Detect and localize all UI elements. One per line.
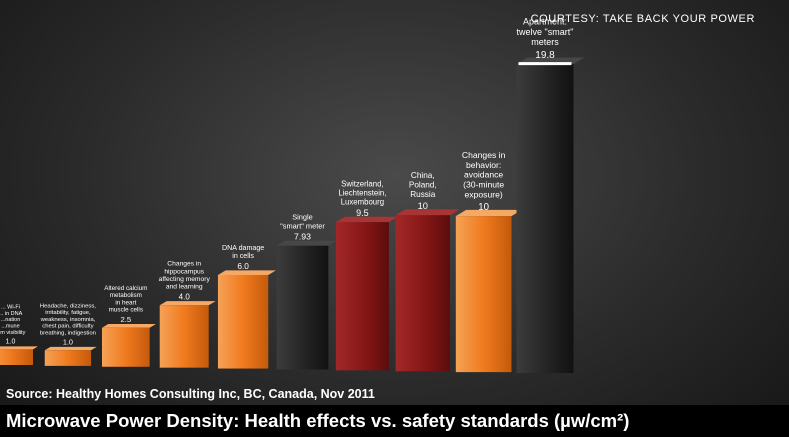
bar-cap-10: [518, 62, 572, 66]
bar-9: [455, 216, 512, 373]
value-label-8: 10: [418, 201, 428, 211]
value-label-10: 19.8: [535, 50, 555, 61]
value-label-7: 9.5: [356, 208, 369, 218]
bar-top-7: [335, 216, 398, 223]
bar-top-5: [217, 270, 276, 275]
bar-4: [159, 305, 209, 368]
bar-top-9: [455, 209, 522, 217]
bar-top-1: [0, 346, 38, 350]
value-label-9: 10: [478, 202, 489, 213]
category-label-5: DNA damage in cells: [222, 244, 264, 260]
bar-top-2: [44, 346, 97, 351]
value-label-3: 2.5: [120, 315, 131, 324]
bar-5: [217, 274, 269, 369]
bar-7: [335, 222, 389, 371]
title-bar: [0, 405, 789, 437]
bar-top-4: [159, 301, 216, 306]
bar-6: [276, 245, 329, 370]
source-note: Source: Healthy Homes Consulting Inc, BC…: [6, 387, 375, 401]
category-label-7: Switzerland, Liechtenstein, Luxembourg: [338, 179, 386, 206]
category-label-10: Apartment: twelve "smart" meters: [517, 16, 574, 47]
category-label-1: ... Wi-Fi... in DNA...nation...mune...m …: [0, 305, 26, 336]
value-label-2: 1.0: [63, 337, 73, 346]
value-label-4: 4.0: [179, 292, 191, 301]
category-label-3: Altered calcium metabolism in heart muscle …: [104, 285, 147, 314]
category-label-6: Single "smart" meter: [280, 213, 325, 231]
value-label-5: 6.0: [237, 261, 249, 271]
bar-top-8: [395, 209, 460, 216]
category-label-4: Changes in hippocampus affecting memory and…: [159, 261, 211, 291]
bar-2: [44, 350, 92, 366]
bar-10: [516, 64, 574, 374]
bar-top-6: [276, 240, 337, 246]
category-label-2: Headache, dizziness, irritability, fatigu…: [40, 303, 97, 336]
bar-top-3: [101, 323, 156, 328]
bar-1: [0, 349, 33, 365]
value-label-6: 7.93: [294, 232, 311, 242]
category-label-9: Changes in behavior: avoidance (30-minute ex…: [462, 150, 506, 200]
courtesy-credit: COURTESY: TAKE BACK YOUR POWER: [530, 13, 755, 25]
category-label-8: China, Poland, Russia: [409, 171, 437, 199]
value-label-1: 1.0: [6, 338, 16, 345]
bar-3: [101, 327, 150, 367]
chart-title: Microwave Power Density: Health effects …: [6, 410, 630, 431]
bar-8: [395, 215, 450, 372]
